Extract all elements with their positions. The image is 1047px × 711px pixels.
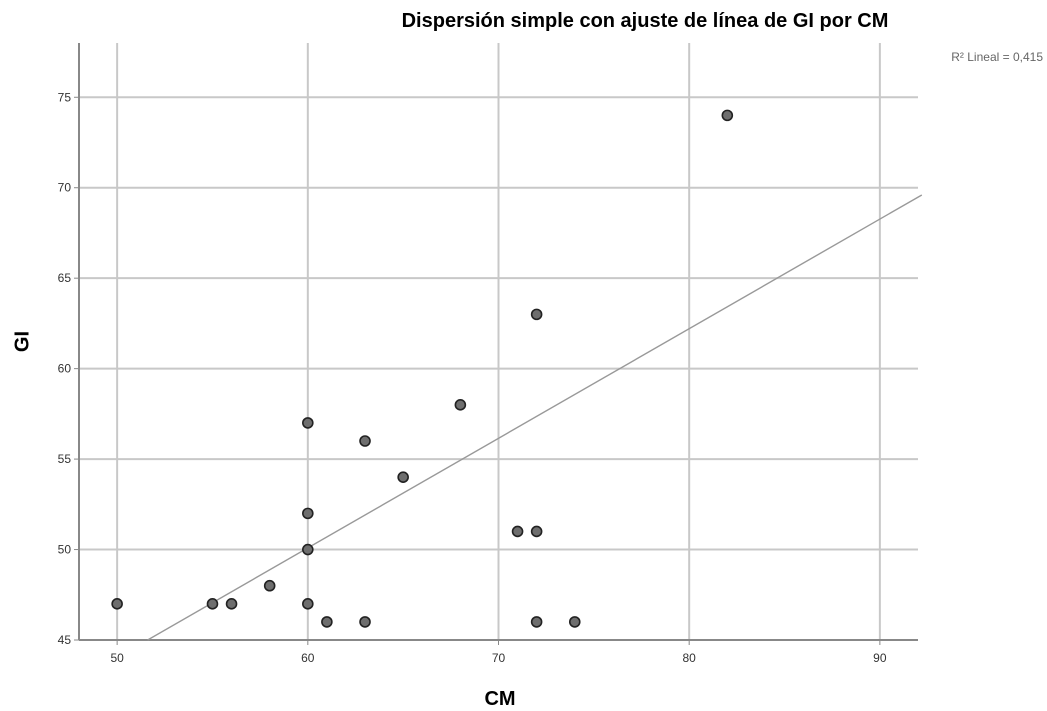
x-tick-label: 80 bbox=[683, 651, 697, 665]
y-tick-label: 70 bbox=[58, 181, 72, 195]
data-point bbox=[302, 417, 314, 429]
data-point bbox=[530, 616, 543, 628]
data-point bbox=[359, 435, 371, 447]
x-tick-label: 70 bbox=[492, 651, 506, 665]
x-tick-label: 50 bbox=[110, 651, 124, 665]
data-point bbox=[530, 308, 543, 321]
data-point bbox=[302, 598, 314, 610]
data-point bbox=[530, 525, 543, 538]
data-point bbox=[454, 399, 467, 411]
data-point bbox=[359, 616, 371, 628]
data-point bbox=[511, 525, 524, 538]
data-point bbox=[397, 471, 409, 483]
data-point bbox=[568, 616, 581, 628]
y-tick-label: 55 bbox=[58, 452, 72, 466]
fit-line bbox=[147, 194, 923, 641]
x-tick-label: 90 bbox=[873, 651, 887, 665]
data-point bbox=[225, 598, 238, 610]
y-tick-label: 65 bbox=[58, 271, 72, 285]
y-tick-label: 75 bbox=[58, 90, 72, 104]
data-point bbox=[263, 579, 276, 592]
chart-title: Dispersión simple con ajuste de línea de… bbox=[401, 10, 889, 32]
y-tick-label: 50 bbox=[58, 543, 72, 557]
y-tick-label: 60 bbox=[58, 362, 72, 376]
x-tick-label: 60 bbox=[301, 651, 315, 665]
data-point bbox=[721, 109, 734, 122]
data-point bbox=[302, 507, 314, 520]
data-point bbox=[206, 598, 219, 610]
x-axis-title: CM bbox=[484, 688, 516, 710]
data-point bbox=[111, 598, 123, 610]
r-squared-annotation: R² Lineal = 0,415 bbox=[951, 50, 1043, 64]
y-tick-label: 45 bbox=[58, 633, 72, 647]
data-point bbox=[302, 543, 314, 556]
data-point bbox=[321, 616, 333, 628]
